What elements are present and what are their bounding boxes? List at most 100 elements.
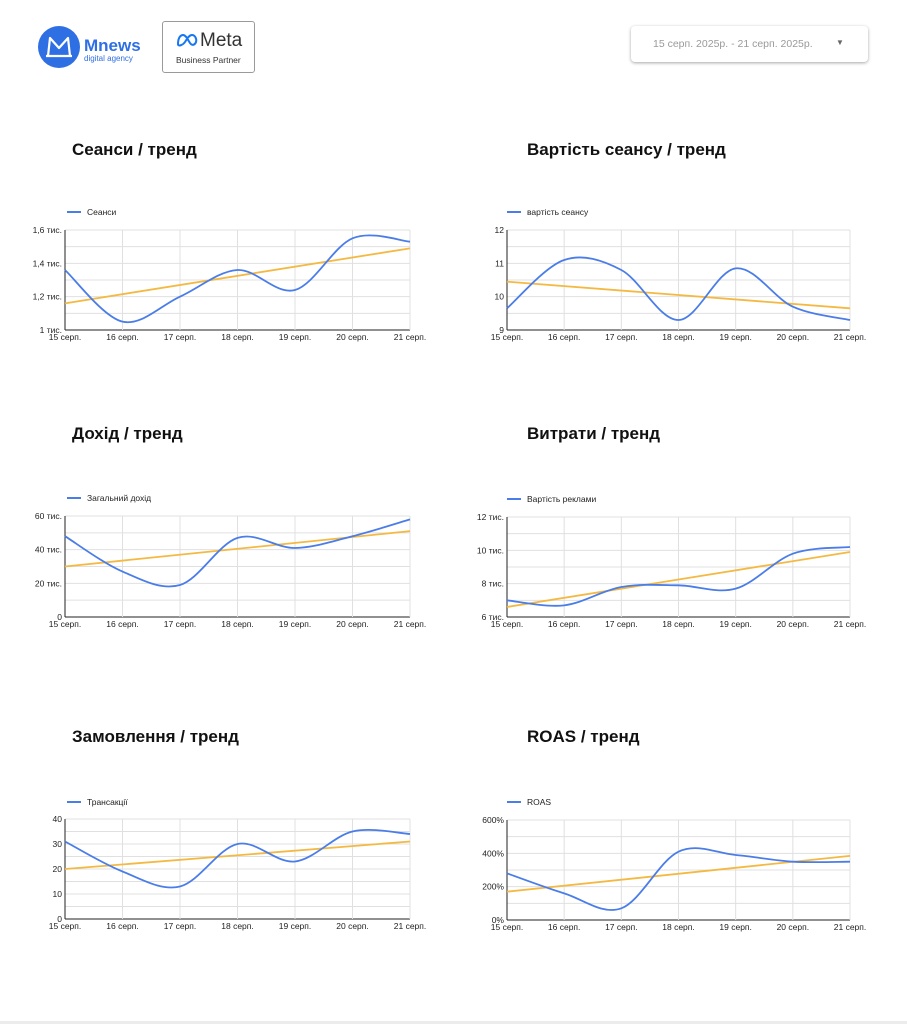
x-tick-label: 16 серп.: [548, 619, 581, 629]
date-range-value: 15 серп. 2025р. - 21 серп. 2025р.: [653, 38, 813, 50]
trend-line: [506, 551, 851, 608]
x-tick-label: 17 серп.: [605, 332, 638, 342]
x-tick-label: 18 серп.: [221, 921, 254, 931]
x-tick-label: 18 серп.: [221, 332, 254, 342]
y-tick-label: 60 тис.: [35, 511, 62, 521]
meta-partner-badge: Meta Business Partner: [162, 21, 255, 73]
y-tick-label: 11: [495, 258, 504, 268]
brand-subtitle: digital agency: [84, 54, 133, 63]
series-line: [64, 234, 411, 324]
y-tick-label: 9: [499, 325, 504, 335]
x-tick-label: 20 серп.: [777, 332, 810, 342]
legend-label: Сеанси: [87, 207, 117, 217]
meta-partner-label: Business Partner: [176, 55, 241, 65]
legend-label: ROAS: [527, 797, 551, 807]
x-tick-label: 17 серп.: [605, 922, 638, 932]
trend-line: [64, 247, 411, 305]
x-tick-label: 20 серп.: [336, 619, 369, 629]
y-tick-label: 200%: [482, 882, 504, 892]
card-title-sessions: Сеанси / тренд: [72, 140, 197, 159]
y-tick-label: 30: [53, 839, 63, 849]
y-tick-label: 12: [495, 225, 505, 235]
x-tick-label: 20 серп.: [777, 619, 810, 629]
x-tick-label: 19 серп.: [279, 921, 312, 931]
x-tick-label: 17 серп.: [164, 921, 197, 931]
x-tick-label: 15 серп.: [49, 921, 82, 931]
y-tick-label: 0: [57, 612, 62, 622]
x-tick-label: 21 серп.: [394, 921, 427, 931]
x-tick-label: 16 серп.: [548, 332, 581, 342]
y-tick-label: 0%: [492, 915, 505, 925]
card-title-roas: ROAS / тренд: [527, 727, 640, 746]
y-tick-label: 20 тис.: [35, 578, 62, 588]
y-tick-label: 1 тис.: [40, 325, 62, 335]
chart-sessions: 1 тис. 1,2 тис. 1,4 тис. 1,6 тис. 15 серп. 16…: [33, 207, 427, 342]
x-tick-label: 16 серп.: [106, 921, 139, 931]
chart-revenue: 0 20 тис. 40 тис. 60 тис. 15 серп. 16 серп. 17…: [35, 493, 427, 629]
x-tick-label: 21 серп.: [394, 332, 427, 342]
x-tick-label: 18 серп.: [221, 619, 254, 629]
y-tick-label: 10: [53, 889, 63, 899]
y-tick-label: 1,2 тис.: [33, 292, 62, 302]
x-tick-label: 15 серп.: [491, 922, 524, 932]
trend-line: [64, 840, 411, 870]
series-line: [506, 256, 851, 321]
x-tick-label: 19 серп.: [719, 332, 752, 342]
x-tick-label: 18 серп.: [662, 619, 695, 629]
x-tick-label: 16 серп.: [106, 619, 139, 629]
x-tick-label: 21 серп.: [834, 332, 867, 342]
card-title-revenue: Дохід / тренд: [72, 424, 183, 443]
x-tick-label: 15 серп.: [49, 332, 82, 342]
mnews-logo: Mnews digital agency: [38, 26, 148, 70]
x-tick-label: 19 серп.: [279, 619, 312, 629]
y-tick-label: 0: [57, 914, 62, 924]
date-range-picker[interactable]: 15 серп. 2025р. - 21 серп. 2025р. ▼: [631, 26, 868, 62]
y-tick-label: 20: [53, 864, 63, 874]
y-tick-label: 600%: [482, 815, 504, 825]
x-tick-label: 16 серп.: [106, 332, 139, 342]
series-line: [506, 546, 851, 607]
legend-label: Трансакції: [87, 797, 128, 807]
x-tick-label: 15 серп.: [491, 619, 524, 629]
x-tick-label: 15 серп.: [491, 332, 524, 342]
x-tick-label: 20 серп.: [777, 922, 810, 932]
x-tick-label: 18 серп.: [662, 922, 695, 932]
x-tick-label: 20 серп.: [336, 921, 369, 931]
meta-infinity-icon: [176, 33, 198, 47]
y-tick-label: 10 тис.: [477, 545, 504, 555]
y-tick-label: 400%: [482, 848, 504, 858]
legend-label: Загальний дохід: [87, 493, 151, 503]
series-line: [64, 518, 411, 588]
chart-orders: 0 10 20 30 40 15 серп. 16 серп. 17 серп. 18 серп…: [49, 797, 427, 931]
y-tick-label: 1,6 тис.: [33, 225, 62, 235]
y-tick-label: 6 тис.: [482, 612, 504, 622]
trend-line: [506, 280, 851, 310]
y-tick-label: 40: [53, 814, 63, 824]
x-tick-label: 19 серп.: [279, 332, 312, 342]
x-tick-label: 15 серп.: [49, 619, 82, 629]
x-tick-label: 21 серп.: [834, 922, 867, 932]
y-tick-label: 10: [495, 292, 505, 302]
y-tick-label: 40 тис.: [35, 545, 62, 555]
x-tick-label: 21 серп.: [834, 619, 867, 629]
legend-label: Вартість реклами: [527, 494, 596, 504]
x-tick-label: 17 серп.: [164, 619, 197, 629]
x-tick-label: 18 серп.: [662, 332, 695, 342]
y-tick-label: 1,4 тис.: [33, 258, 62, 268]
legend-label: вартість сеансу: [527, 207, 589, 217]
card-title-session-cost: Вартість сеансу / тренд: [527, 140, 726, 159]
x-tick-label: 19 серп.: [719, 922, 752, 932]
x-tick-label: 17 серп.: [605, 619, 638, 629]
chart-spend: 6 тис. 8 тис. 10 тис. 12 тис. 15 серп. 16 сер…: [477, 494, 867, 629]
dropdown-arrow-icon: ▼: [836, 38, 844, 47]
chart-roas: 0% 200% 400% 600% 15 серп. 16 серп. 17 серп. 18…: [482, 797, 867, 932]
brand-name: Mnews: [84, 36, 141, 55]
meta-wordmark: Meta: [200, 30, 243, 51]
card-title-spend: Витрати / тренд: [527, 424, 661, 443]
x-tick-label: 21 серп.: [394, 619, 427, 629]
x-tick-label: 17 серп.: [164, 332, 197, 342]
series-line: [506, 847, 851, 911]
x-tick-label: 20 серп.: [336, 332, 369, 342]
x-tick-label: 16 серп.: [548, 922, 581, 932]
footer-divider: [0, 1021, 907, 1024]
